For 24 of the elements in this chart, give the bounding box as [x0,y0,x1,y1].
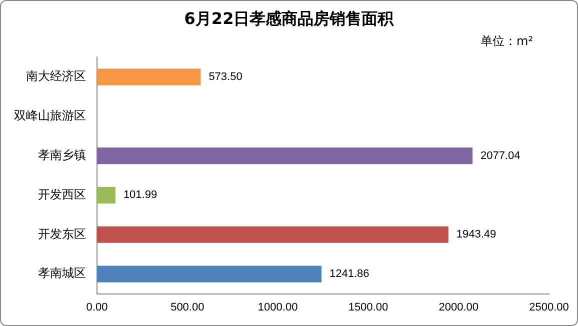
x-tick-label: 500.00 [170,301,204,314]
bar [97,266,322,282]
bar [97,148,473,164]
bar [97,68,201,86]
x-tick-label: 1500.00 [348,301,388,314]
y-tick-label: 孝南城区 [38,266,86,280]
bar [97,226,448,243]
data-label: 573.50 [208,70,242,83]
y-tick-label: 孝南乡镇 [38,148,86,162]
y-tick-label: 双峰山旅游区 [14,108,86,122]
data-label: 101.99 [123,189,158,202]
y-tick-label: 南大经济区 [26,69,86,84]
x-tick-label: 2000.00 [438,301,478,314]
x-tick-label: 1000.00 [258,301,298,314]
x-tick-label: 0.00 [86,301,108,314]
bar [97,186,116,204]
chart-title: 6月22日孝感商品房销售面积 [183,9,395,30]
x-tick-label: 2500.00 [529,301,569,314]
data-label: 1943.49 [456,228,496,241]
y-tick-label: 开发西区 [38,187,86,202]
data-label: 2077.04 [480,150,520,162]
data-label: 1241.86 [330,268,370,280]
text: 单位：m² [480,33,533,50]
y-tick-label: 开发东区 [38,226,86,241]
